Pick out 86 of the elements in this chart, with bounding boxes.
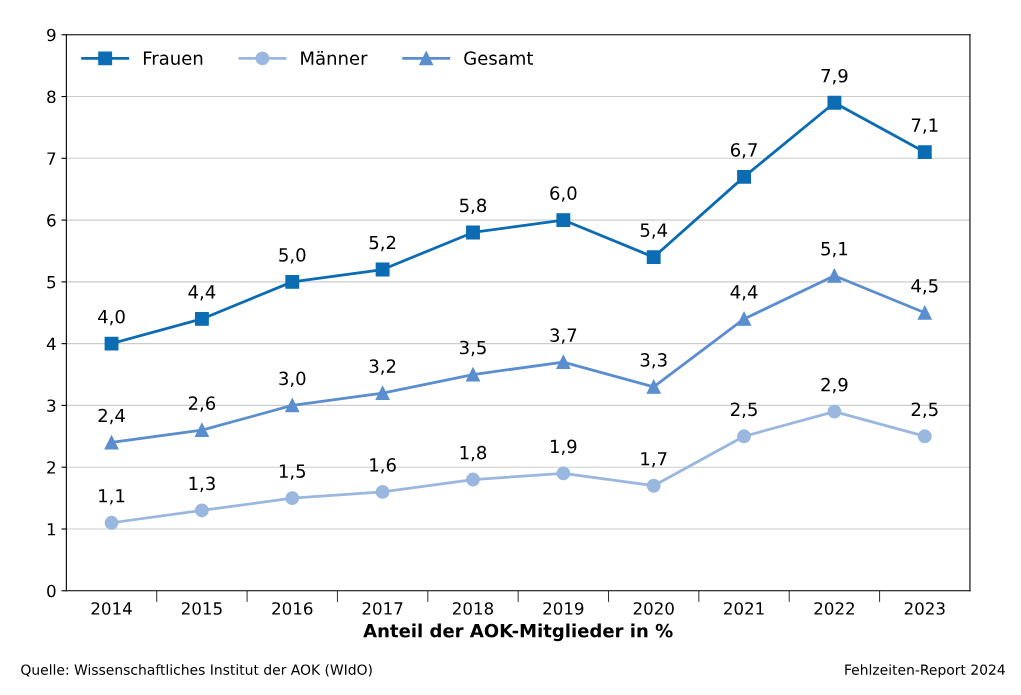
point [466, 472, 480, 487]
y-tick-label: 2 [47, 461, 55, 474]
data-label: 2,5 [911, 402, 938, 418]
y-tick-label: 4 [46, 337, 56, 350]
point [646, 478, 661, 493]
point [827, 268, 842, 283]
data-label: 5,1 [821, 242, 848, 258]
point [466, 367, 480, 382]
point [917, 305, 932, 320]
data-label: 7,1 [911, 118, 938, 134]
data-label: 5,8 [460, 198, 487, 215]
point [104, 515, 119, 530]
data-label: 5,4 [640, 223, 668, 239]
data-label: 3,2 [369, 359, 396, 375]
point [737, 311, 751, 326]
point [827, 95, 842, 110]
legend-label: Gesamt [464, 51, 534, 65]
point [737, 169, 751, 184]
point [827, 404, 842, 419]
point [375, 262, 390, 277]
data-label: 3,0 [279, 371, 306, 388]
x-tick-label: 2015 [181, 602, 222, 615]
y-tick-label: 7 [47, 152, 56, 165]
point [285, 491, 300, 506]
y-tick-label: 6 [47, 214, 56, 227]
point [917, 145, 932, 160]
point [375, 484, 390, 499]
y-tick-label: 3 [47, 399, 56, 412]
data-label: 4,5 [911, 279, 938, 295]
data-label: 5,2 [369, 235, 396, 252]
point [556, 213, 571, 228]
data-label: 2,4 [98, 408, 125, 425]
x-tick-label: 2014 [91, 602, 132, 615]
data-label: 2,6 [188, 396, 216, 412]
data-label: 2,9 [821, 377, 848, 394]
point [466, 225, 480, 240]
point [917, 429, 932, 444]
point [556, 355, 571, 370]
point [194, 503, 209, 518]
point [285, 398, 300, 413]
point [194, 311, 209, 326]
data-label: 1,1 [99, 489, 125, 505]
source-note: Quelle: Wissenschaftliches Institut der AOK (WIdO) [21, 664, 372, 677]
data-label: 4,0 [98, 309, 125, 326]
text: Fehlzeiten-Report 2024 [845, 664, 1005, 678]
point [194, 423, 209, 438]
data-label: 1,3 [189, 476, 215, 493]
data-label: 2,5 [731, 402, 757, 418]
x-tick-label: 2021 [724, 602, 764, 615]
point [737, 429, 751, 444]
x-tick-label: 2016 [272, 602, 313, 615]
x-tick-label: 2017 [362, 602, 403, 615]
y-tick-label: 9 [47, 28, 56, 42]
data-label: 3,5 [460, 340, 486, 357]
x-tick-label: 2022 [814, 602, 854, 615]
x-tick-label: 2018 [452, 602, 494, 615]
data-label: 3,7 [550, 328, 577, 344]
point [285, 274, 300, 289]
point [556, 466, 571, 481]
data-label: 1,9 [550, 439, 577, 456]
data-label: 7,9 [821, 68, 848, 85]
y-tick-label: 0 [47, 584, 56, 598]
x-tick-label: 2019 [543, 602, 584, 615]
data-label: 1,6 [370, 458, 396, 474]
point [104, 336, 119, 351]
data-label: 3,3 [640, 353, 667, 369]
legend-label: Frauen [143, 51, 203, 65]
x-tick-label: 2023 [904, 602, 945, 615]
data-label: 4,4 [188, 285, 216, 301]
data-label: 5,0 [279, 248, 306, 264]
y-tick-label: 1 [47, 523, 56, 536]
point [104, 435, 119, 450]
legend-label: Männer [301, 51, 368, 65]
data-label: 1,7 [641, 452, 667, 468]
data-label: 1,8 [460, 445, 487, 462]
point [646, 379, 661, 394]
data-label: 4,4 [730, 285, 758, 301]
y-tick-label: 8 [47, 90, 56, 104]
point [646, 250, 661, 265]
y-tick-label: 5 [47, 276, 56, 289]
point [375, 386, 390, 401]
data-label: 6,0 [550, 186, 577, 202]
data-label: 1,5 [279, 464, 306, 480]
x-axis-title: Anteil der AOK-Mitglieder in % [363, 623, 673, 642]
x-tick-label: 2020 [633, 602, 674, 615]
data-label: 6,7 [730, 143, 757, 159]
